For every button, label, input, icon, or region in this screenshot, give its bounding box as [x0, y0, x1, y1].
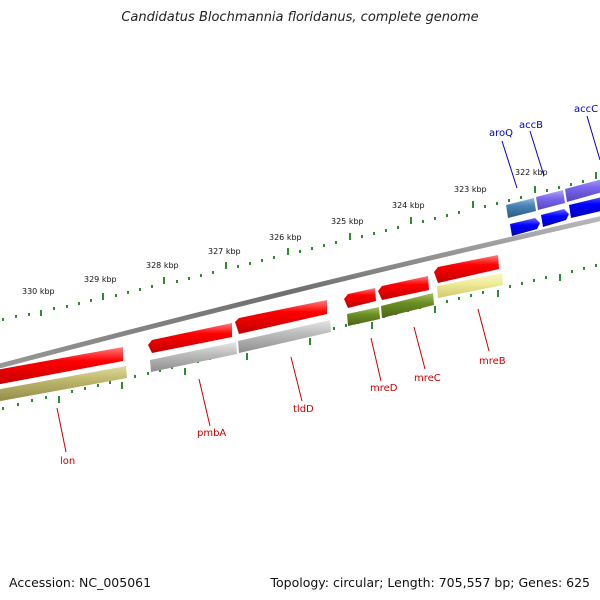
gene-mreC-cog[interactable] — [381, 293, 434, 318]
gene-label-mreD[interactable]: mreD — [370, 383, 398, 394]
scale-label-330: 330 kbp — [22, 287, 55, 296]
gene-mreB-cog[interactable] — [437, 273, 503, 298]
gene-mreD-cog[interactable] — [347, 307, 380, 326]
gene-label-lon[interactable]: lon — [60, 456, 75, 467]
scale-label-324: 324 kbp — [392, 201, 425, 210]
red-feature-track — [0, 255, 499, 386]
gene-aroQ-cog[interactable] — [506, 198, 536, 218]
gene-mreB-arrow[interactable] — [434, 255, 499, 283]
gene-lon-arrow[interactable] — [0, 347, 123, 386]
gene-pmbA-cog[interactable] — [150, 342, 237, 372]
scale-label-323: 323 kbp — [454, 185, 487, 194]
gene-label-accC[interactable]: accC — [574, 104, 598, 115]
scale-label-329: 329 kbp — [84, 275, 117, 284]
scale-label-326: 326 kbp — [269, 233, 302, 242]
map-title: Candidatus Blochmannia floridanus, compl… — [121, 10, 479, 25]
gene-label-tldD[interactable]: tldD — [293, 404, 314, 415]
scale-label-327: 327 kbp — [208, 247, 241, 256]
top-label-leaders — [501, 115, 600, 189]
gene-label-aroQ[interactable]: aroQ — [489, 128, 513, 139]
topology-label: Topology: circular; Length: 705,557 bp; … — [270, 575, 591, 590]
gene-lon-cog[interactable] — [0, 366, 127, 403]
gene-pmbA-arrow[interactable] — [148, 323, 232, 353]
gene-tldD-arrow[interactable] — [235, 300, 327, 334]
gene-tldD-cog[interactable] — [238, 320, 331, 353]
top-cog-track — [506, 177, 600, 218]
outer-scale-ring — [2, 172, 597, 321]
scale-label-322: 322 kbp — [515, 168, 548, 177]
gene-accC-cog[interactable] — [565, 177, 600, 202]
gene-label-mreB[interactable]: mreB — [479, 356, 506, 367]
gene-label-mreC[interactable]: mreC — [414, 373, 441, 384]
genome-backbone — [0, 216, 600, 369]
bottom-label-leaders — [56, 308, 490, 453]
gene-mreC-arrow[interactable] — [378, 276, 429, 300]
scale-label-328: 328 kbp — [146, 261, 179, 270]
accession-label: Accession: NC_005061 — [9, 575, 152, 590]
gene-accC-arrow[interactable] — [569, 195, 600, 218]
scale-label-325: 325 kbp — [331, 217, 364, 226]
gene-accB-cog[interactable] — [536, 190, 565, 210]
gene-mreD-arrow[interactable] — [344, 288, 376, 308]
top-arrow-track — [510, 195, 600, 236]
gene-accB-arrow[interactable] — [541, 209, 569, 227]
gene-aroQ-arrow[interactable] — [510, 218, 540, 236]
gene-label-accB[interactable]: accB — [519, 120, 543, 131]
cog-feature-track — [0, 273, 503, 403]
gene-label-pmbA[interactable]: pmbA — [197, 428, 226, 439]
